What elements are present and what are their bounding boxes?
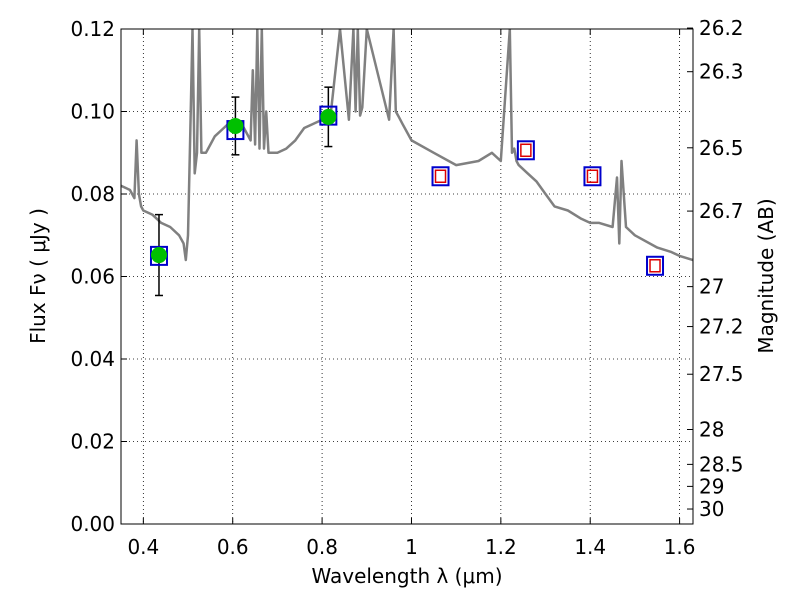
mag-tick-label: 27.5 bbox=[699, 362, 744, 386]
y-tick-label: 0.10 bbox=[70, 100, 115, 124]
y-tick-label: 0.02 bbox=[70, 430, 115, 454]
observed-flux-point bbox=[150, 247, 167, 264]
mag-tick-label: 30 bbox=[699, 497, 724, 521]
photometry-markers bbox=[149, 86, 665, 297]
observed-flux-point bbox=[320, 108, 337, 125]
model-photometry-box bbox=[431, 166, 450, 187]
mag-tick-label: 29 bbox=[699, 474, 724, 498]
x-axis-ticks: 0.4 0.6 0.8 1 1.2 1.4 1.6 bbox=[127, 29, 696, 559]
x-tick-label: 0.8 bbox=[306, 535, 338, 559]
x-axis-title: Wavelength λ (μm) bbox=[311, 564, 502, 588]
y-axis-ticks: 0.00 0.02 0.04 0.06 0.08 0.10 0.12 bbox=[70, 17, 127, 536]
model-photometry-box bbox=[583, 166, 602, 187]
y2-axis-title: Magnitude (AB) bbox=[754, 198, 778, 353]
y-tick-label: 0.12 bbox=[70, 17, 115, 41]
x-tick-label: 1.2 bbox=[485, 535, 517, 559]
x-tick-label: 0.4 bbox=[127, 535, 159, 559]
mag-tick-label: 27 bbox=[699, 275, 724, 299]
nondetection-point bbox=[434, 169, 447, 184]
nondetection-point bbox=[586, 169, 599, 184]
mag-tick-label: 26.7 bbox=[699, 199, 744, 223]
y-tick-label: 0.00 bbox=[70, 512, 115, 536]
mag-tick-label: 26.2 bbox=[699, 16, 744, 40]
plot-frame bbox=[120, 28, 694, 525]
mag-tick-label: 28 bbox=[699, 418, 724, 442]
model-photometry-box bbox=[516, 140, 535, 161]
model-sed-line bbox=[121, 29, 693, 262]
mag-tick-label: 27.2 bbox=[699, 315, 744, 339]
model-photometry-box bbox=[646, 255, 665, 276]
y-tick-label: 0.06 bbox=[70, 265, 115, 289]
x-tick-label: 1.6 bbox=[664, 535, 696, 559]
y-tick-label: 0.08 bbox=[70, 182, 115, 206]
nondetection-point bbox=[520, 143, 532, 158]
nondetection-point bbox=[649, 259, 661, 273]
y-axis-title: Flux Fν ( μJy ) bbox=[26, 208, 50, 344]
observed-flux-point bbox=[227, 117, 244, 134]
mag-tick-label: 26.3 bbox=[699, 60, 744, 84]
y-tick-label: 0.04 bbox=[70, 347, 115, 371]
x-tick-label: 0.6 bbox=[217, 535, 249, 559]
mag-tick-label: 26.5 bbox=[699, 136, 744, 160]
mag-tick-label: 28.5 bbox=[699, 452, 744, 476]
x-tick-label: 1.4 bbox=[574, 535, 606, 559]
model-photometry-box bbox=[149, 245, 168, 266]
grid-lines bbox=[121, 28, 693, 525]
x-tick-label: 1 bbox=[405, 535, 418, 559]
